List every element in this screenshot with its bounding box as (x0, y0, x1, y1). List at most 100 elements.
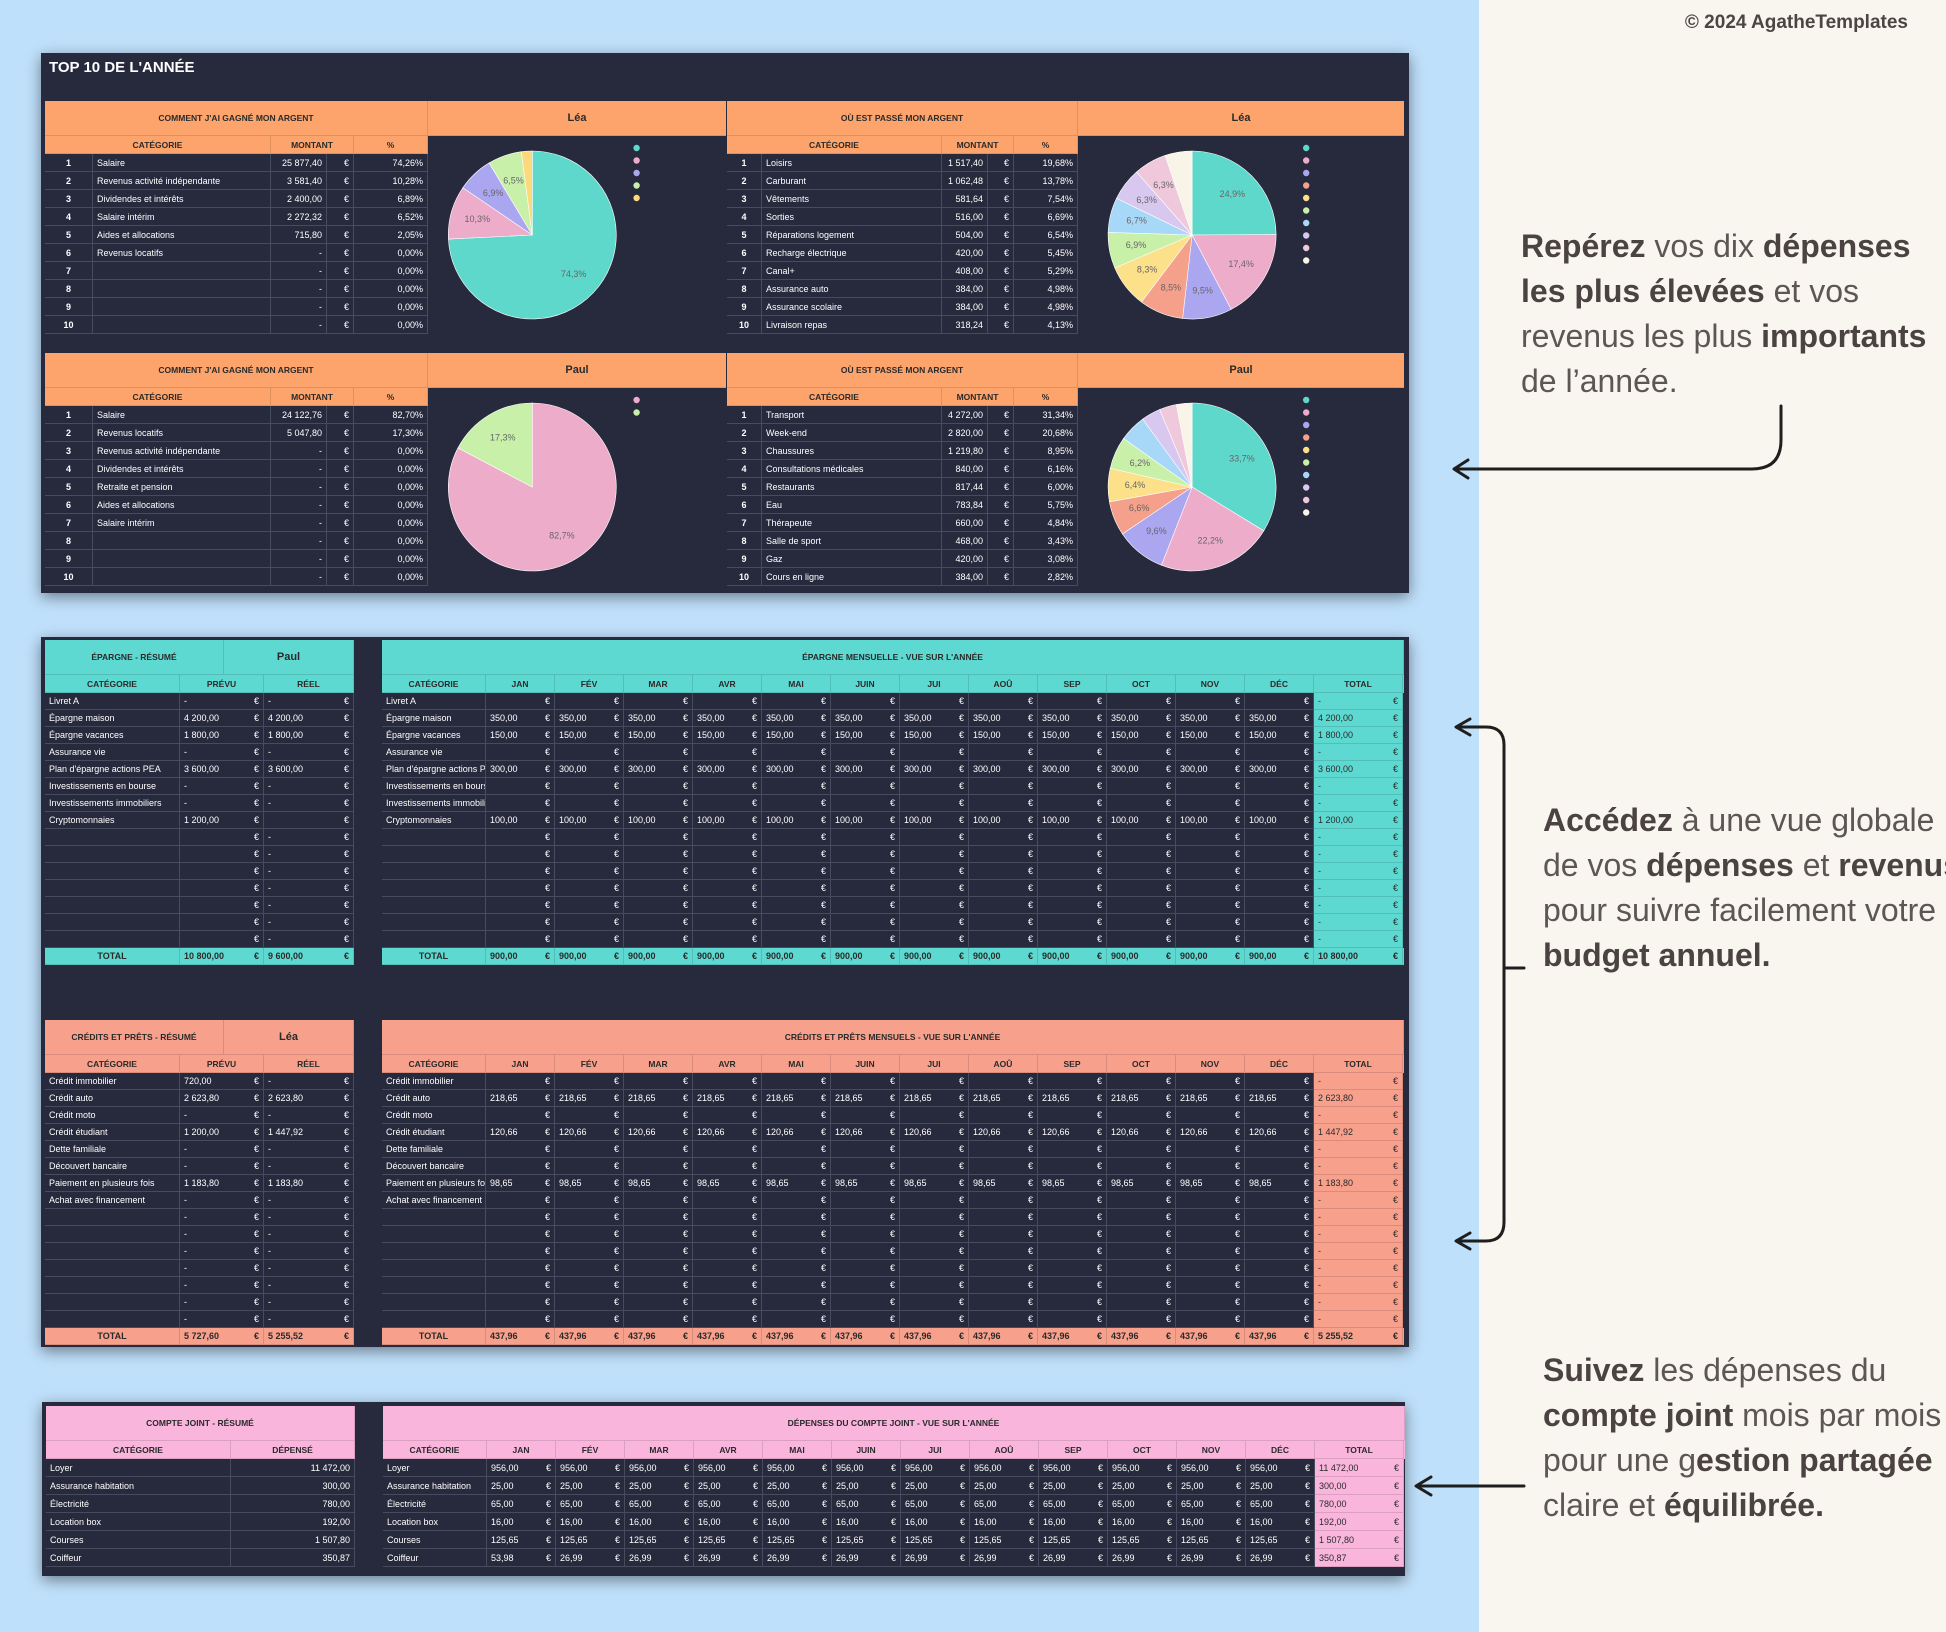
currency: € (752, 1516, 758, 1527)
amount: 840,00 (942, 460, 988, 478)
currency: € (821, 1498, 827, 1509)
currency: € (1393, 1534, 1399, 1545)
money-cell: 437,96 € (1038, 1328, 1107, 1345)
money-cell: € (1038, 880, 1107, 897)
currency: € (1027, 781, 1033, 791)
currency: € (682, 1144, 688, 1154)
category: Achat avec financement (45, 1192, 180, 1209)
currency: € (682, 1110, 688, 1120)
money-cell: € (1176, 1209, 1245, 1226)
money-cell: - € (180, 1226, 264, 1243)
money-cell: € (486, 863, 555, 880)
money-cell: € (1176, 1073, 1245, 1090)
currency: € (751, 1229, 757, 1239)
money-cell: € (1176, 1243, 1245, 1260)
money-cell: € (693, 1192, 762, 1209)
currency: € (1303, 1195, 1309, 1205)
money-cell: 1 800,00 € (264, 727, 354, 744)
currency: € (343, 934, 349, 944)
total-row: TOTAL 900,00 €900,00 €900,00 €900,00 €900,00 €… (382, 948, 1404, 965)
money-cell: € (762, 914, 831, 931)
money-cell: € (1107, 846, 1176, 863)
amount: 25,00 (767, 1480, 790, 1491)
category: Investissements en bourse (382, 778, 486, 795)
percent: 5,45% (1014, 244, 1078, 262)
currency: € (1235, 1480, 1241, 1491)
top10-section: COMMENT J'AI GAGNÉ MON ARGENT Paul CATÉGOR… (45, 353, 726, 586)
category (45, 914, 180, 931)
currency: € (613, 883, 619, 893)
money-cell: 300,00 € (624, 761, 693, 778)
currency: € (1234, 1178, 1240, 1188)
currency: € (682, 764, 688, 774)
amount: 437,96 (973, 1331, 1001, 1341)
money-cell: 956,00 € (1039, 1459, 1108, 1477)
money-cell: - € (180, 693, 264, 710)
currency: € (1234, 1280, 1240, 1290)
currency: € (889, 1127, 895, 1137)
currency: € (1165, 781, 1171, 791)
column-header: PRÉVU (180, 675, 264, 693)
money-cell: 125,65 € (970, 1531, 1039, 1549)
amount: - (271, 550, 327, 568)
category: Revenus activité indépendante (93, 442, 271, 460)
currency: € (751, 917, 757, 927)
column-header: CATÉGORIE (46, 1441, 231, 1459)
pie-slice (1191, 402, 1277, 532)
note-text: et (1793, 847, 1839, 883)
money-cell: € (1038, 1311, 1107, 1328)
money-cell: 300,00 € (486, 761, 555, 778)
currency: € (327, 424, 354, 442)
amount: 516,00 (942, 208, 988, 226)
money-cell: 218,65 € (969, 1090, 1038, 1107)
money-cell: 26,99 € (832, 1549, 901, 1567)
column-headers: CATÉGORIE JAN FÉV MAR AVR MAI JUIN JUI AOÛ SEP OCT… (382, 675, 1404, 693)
currency: € (958, 1212, 964, 1222)
table-row: € € € € € € € € € € € € - € (382, 897, 1404, 914)
amount: 900,00 (973, 951, 1001, 961)
amount: 16,00 (974, 1516, 997, 1527)
currency: € (253, 900, 259, 910)
amount: 26,99 (560, 1552, 583, 1563)
money-cell: - € (264, 1226, 354, 1243)
money-cell: € (555, 846, 624, 863)
legend-dot (1303, 409, 1310, 416)
currency: € (682, 1246, 688, 1256)
currency: € (751, 1246, 757, 1256)
amount: 720,00 (184, 1076, 212, 1086)
currency: € (1027, 1280, 1033, 1290)
amount: 65,00 (560, 1498, 583, 1509)
money-cell: 350,00 € (624, 710, 693, 727)
section-header: COMMENT J'AI GAGNÉ MON ARGENT Paul (45, 353, 726, 388)
currency: € (1392, 1297, 1398, 1307)
table-row: € € € € € € € € € € € € - € (382, 1277, 1404, 1294)
amount: - (184, 1110, 187, 1120)
currency: € (1027, 1127, 1033, 1137)
currency: € (958, 1297, 964, 1307)
money-cell: € (624, 1243, 693, 1260)
currency: € (1165, 1110, 1171, 1120)
currency: € (614, 1516, 620, 1527)
currency: € (820, 1093, 826, 1103)
amount: 218,65 (490, 1093, 518, 1103)
category: Revenus activité indépendante (93, 172, 271, 190)
money-cell: 16,00 € (1039, 1513, 1108, 1531)
money-cell: 16,00 € (556, 1513, 625, 1531)
currency: € (544, 849, 550, 859)
money-cell: - € (180, 795, 264, 812)
currency: € (1392, 1331, 1398, 1341)
currency: € (614, 1552, 620, 1563)
money-cell: € (555, 1243, 624, 1260)
percent: 8,95% (1014, 442, 1078, 460)
money-cell: € (1245, 863, 1314, 880)
currency: € (751, 866, 757, 876)
currency: € (253, 1127, 259, 1137)
category (382, 1260, 486, 1277)
currency: € (682, 951, 688, 961)
money-cell: 65,00 € (694, 1495, 763, 1513)
amount: 384,00 (942, 568, 988, 586)
currency: € (820, 934, 826, 944)
money-cell: € (1038, 1141, 1107, 1158)
currency: € (1166, 1498, 1172, 1509)
